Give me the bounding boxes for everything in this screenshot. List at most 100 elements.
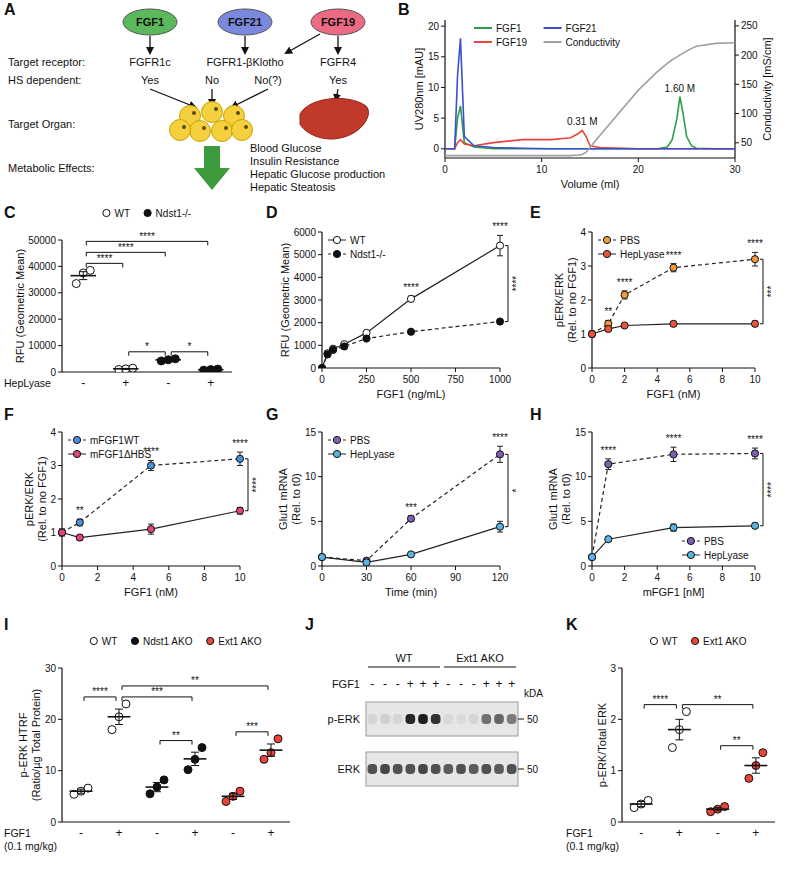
adipocyte-nucleus [224,126,228,130]
axis-title: pERK/ERK [553,272,565,327]
significance-bracket [84,697,116,701]
mean-line [706,808,729,810]
tick-label: 500 [403,374,420,385]
tick-mark [588,368,592,369]
legend-item: HepLyase [682,550,749,561]
annotation: ** [76,505,84,516]
treatment-sign: + [676,826,683,840]
tick-mark [58,345,62,346]
tick-label: 150 [741,79,758,90]
legend-item: WT [103,208,130,219]
treatment-label: (0.1 mg/kg) [4,840,57,852]
tick-label: 20 [633,164,645,175]
data-point [86,266,94,274]
annotation: **** [492,432,508,443]
tick-mark [722,368,723,372]
legend-label: FGF19 [496,37,528,48]
dot-panel: C01000020000300004000050000RFU (Geometri… [4,204,232,390]
panel-letter: D [266,204,278,221]
legend-item: Ext1 AKO [207,636,262,647]
annotation: **** [666,433,682,444]
annotation: **** [492,221,508,232]
treatment-sign: + [122,376,129,390]
treatment-sign: - [166,376,170,390]
band [368,714,378,724]
tick-mark [657,368,658,372]
significance-label: ** [714,694,722,705]
tick-label: 8 [720,374,726,385]
treatment-sign: - [396,677,400,691]
annotation: 1.60 M [665,83,696,94]
tick-mark [735,55,739,56]
data-point [670,451,677,458]
axis-title: FGF1 (nM) [647,388,701,400]
significance-label: * [188,341,192,352]
legend-label: FGF21 [566,23,598,34]
data-point [759,749,767,757]
tick-label: 750 [447,374,464,385]
effect-label: Insulin Resistance [250,155,339,167]
legend-item: Ext1 AKO [691,636,746,647]
tick-label: 2 [610,714,616,725]
band [406,714,416,724]
legend: FGF1FGF19FGF21Conductivity [474,23,620,48]
row-label: Target receptor: [8,56,85,68]
error-bar [237,452,243,465]
panel-letter: H [530,406,542,423]
hs-label: No(?) [254,74,282,86]
tick-label: 3 [580,261,586,272]
tick-label: 5 [433,113,439,124]
tick-mark [618,668,622,669]
ligand-label: FGF21 [228,16,262,28]
legend-swatch [73,436,80,443]
legend-item: FGF1 [474,23,522,34]
effect-label: Hepatic Steatosis [250,181,336,193]
tick-label: 0 [310,561,316,572]
legend-swatch [103,209,110,216]
blot-strip [366,752,518,786]
series-line [445,130,735,148]
error-bar [622,291,628,299]
band-label: ERK [337,763,360,775]
data-point [621,291,628,298]
arrow [149,36,150,53]
significance-bracket [122,686,268,690]
data-point [605,536,612,543]
figure: AFGF1FGF21FGF19Target receptor:HS depend… [0,0,789,880]
tick-label: 0 [442,164,448,175]
data-point [363,559,370,566]
line-panel: E01234pERK/ERK(Rel. to no FGF1)0246810FG… [530,204,777,400]
significance-bracket [86,252,165,256]
tick-label: 8 [202,572,208,583]
error-bar [671,524,677,531]
error-bar [605,459,611,470]
data-point [588,553,595,560]
tick-label: 30 [729,164,741,175]
legend-label: WT [350,235,366,246]
panel-letter: B [398,1,410,18]
band [444,714,454,724]
error-bar [237,507,243,514]
tick-mark [618,822,622,823]
data-point [76,534,83,541]
tick-label: 10 [749,572,761,583]
annotation: **** [747,434,763,445]
axis-title: p-ERK HTRF [17,712,29,777]
treatment-sign: + [495,677,502,691]
tick-mark [318,254,322,255]
tick-mark [318,345,322,346]
data-point [147,526,154,533]
legend-item: PBS [328,435,370,446]
legend-item: PBS [598,235,640,246]
tick-label: 4 [654,374,660,385]
line-panel: G051015Glut1 mRNA(Rel. to t0)0306090120T… [266,406,522,598]
significance-bracket [760,453,763,525]
series-line [322,527,500,563]
tick-mark [689,368,690,372]
data-point [407,295,414,302]
adipocyte-nucleus [236,111,240,115]
data-point [76,519,83,526]
error-bar [752,758,760,773]
band [380,714,390,724]
data-point [318,553,325,560]
